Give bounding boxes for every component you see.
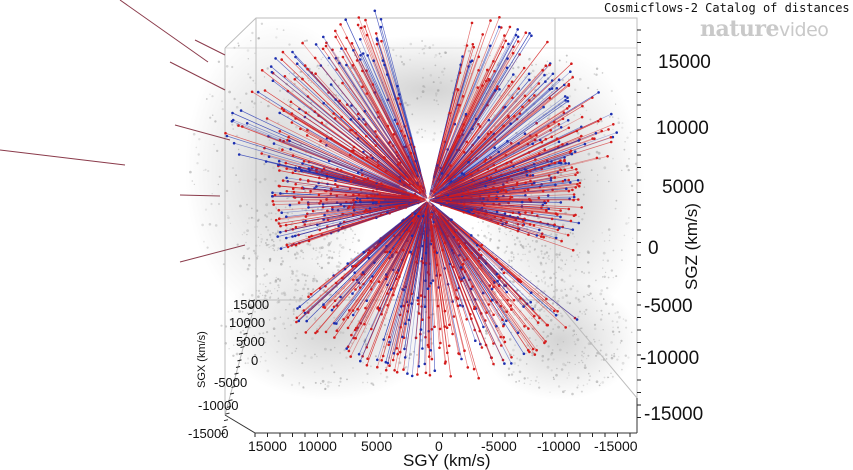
sgz-tick: 15000 — [658, 52, 711, 73]
sgy-tick: -5000 — [481, 438, 517, 454]
sgx-axis-label: SGX (km/s) — [196, 331, 208, 388]
logo-product: video — [779, 19, 829, 41]
sgz-tick: 0 — [648, 238, 659, 259]
sgx-tick: -10000 — [198, 398, 238, 413]
sgy-tick: 10000 — [298, 438, 337, 454]
sgz-tick: 5000 — [662, 177, 704, 198]
sgz-axis-label: SGZ (km/s) — [682, 203, 701, 290]
catalog-caption: Cosmicflows-2 Catalog of distances — [604, 1, 850, 15]
sgy-tick: -10000 — [537, 438, 581, 454]
logo-brand: nature — [700, 16, 780, 42]
sgy-tick: 5000 — [361, 438, 392, 454]
sgy-axis: 15000 10000 5000 0 -5000 -10000 -15000 S… — [248, 433, 638, 470]
sgx-tick: 10000 — [229, 315, 265, 330]
nature-video-logo: naturevideo — [700, 16, 829, 42]
sgz-axis: 15000 10000 5000 0 -5000 -10000 -15000 S… — [637, 29, 711, 425]
sgx-tick: 15000 — [233, 297, 269, 312]
velocity-vectors — [224, 9, 618, 380]
sgy-axis-label: SGY (km/s) — [403, 451, 491, 470]
sgx-tick: -15000 — [188, 426, 228, 441]
sgz-tick: 10000 — [656, 118, 709, 139]
sgy-tick: 15000 — [248, 438, 287, 454]
sgx-axis: 15000 10000 5000 0 -5000 -10000 -15000 S… — [188, 297, 269, 441]
sgx-tick: 5000 — [236, 334, 265, 349]
sgz-tick: -15000 — [644, 404, 703, 425]
floor-plane — [224, 398, 638, 434]
sgy-tick: -15000 — [594, 438, 638, 454]
outlier-arrows — [0, 0, 246, 263]
sgz-tick: -10000 — [640, 348, 699, 369]
sgz-tick: -5000 — [644, 296, 693, 317]
sgx-tick: -5000 — [214, 375, 247, 390]
sgy-tick: 0 — [435, 438, 443, 454]
bounding-box — [224, 17, 638, 416]
sgx-tick: 0 — [251, 353, 258, 368]
